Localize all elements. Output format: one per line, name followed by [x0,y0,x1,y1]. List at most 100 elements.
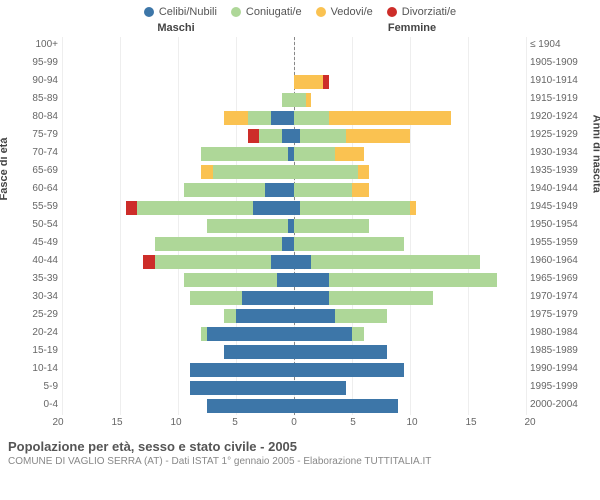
female-bar [294,165,526,179]
bar-segment [294,363,404,377]
male-bar [62,93,294,107]
female-bar [294,111,526,125]
gridline [526,37,527,415]
bar-segment [294,93,306,107]
chart-title: Popolazione per età, sesso e stato civil… [8,439,592,454]
male-bar [62,309,294,323]
birth-year-label: 1915-1919 [530,90,578,108]
bar-segment [346,129,410,143]
y-axis-right: ≤ 19041905-19091910-19141915-19191920-19… [526,36,592,415]
age-row [62,163,526,181]
legend-item-celibi: Celibi/Nubili [144,6,217,18]
age-label: 55-59 [32,198,58,216]
male-bar [62,363,294,377]
age-label: 0-4 [44,396,58,414]
x-tick-label: 20 [52,417,63,428]
age-label: 10-14 [32,360,58,378]
bar-segment [277,273,294,287]
age-label: 30-34 [32,288,58,306]
age-label: 60-64 [32,180,58,198]
female-bar [294,399,526,413]
legend-dot [144,7,154,17]
age-row [62,91,526,109]
bar-segment [300,129,346,143]
birth-year-label: 1935-1939 [530,162,578,180]
bar-segment [207,327,294,341]
bar-segment [294,147,335,161]
bar-segment [143,255,155,269]
age-label: 85-89 [32,90,58,108]
bar-segment [224,345,294,359]
age-row [62,181,526,199]
bar-segment [259,129,282,143]
age-label: 90-94 [32,72,58,90]
birth-year-label: 1975-1979 [530,306,578,324]
x-tick-label: 5 [232,417,238,428]
bar-segment [190,363,294,377]
legend-item-vedovi: Vedovi/e [316,6,373,18]
female-bar [294,39,526,53]
age-row [62,325,526,343]
female-bar [294,381,526,395]
age-label: 50-54 [32,216,58,234]
age-row [62,109,526,127]
age-label: 70-74 [32,144,58,162]
bar-segment [265,183,294,197]
age-label: 15-19 [32,342,58,360]
bar-segment [329,291,433,305]
male-bar [62,183,294,197]
male-bar [62,399,294,413]
bar-segment [306,93,312,107]
age-row [62,289,526,307]
x-tick-label: 5 [350,417,356,428]
bar-segment [311,255,479,269]
age-label: 80-84 [32,108,58,126]
bar-segment [282,129,294,143]
x-tick-label: 10 [170,417,181,428]
bar-segment [213,165,294,179]
age-row [62,127,526,145]
bar-segment [253,201,294,215]
age-label: 75-79 [32,126,58,144]
male-bar [62,147,294,161]
birth-year-label: 1905-1909 [530,54,578,72]
pyramid-chart: Fasce di età Anni di nascita 100+95-9990… [8,36,592,415]
bar-segment [294,345,387,359]
bar-segment [294,75,323,89]
legend-label: Divorziati/e [402,6,456,18]
age-row [62,217,526,235]
age-row [62,73,526,91]
bar-segment [294,255,311,269]
birth-year-label: 1930-1934 [530,144,578,162]
age-row [62,55,526,73]
bar-segment [184,183,265,197]
bar-segment [201,165,213,179]
bar-segment [352,327,364,341]
bar-segment [207,219,288,233]
birth-year-label: ≤ 1904 [530,36,561,54]
bar-segment [248,111,271,125]
age-row [62,145,526,163]
female-bar [294,147,526,161]
birth-year-label: 1940-1944 [530,180,578,198]
bar-segment [294,111,329,125]
male-bar [62,273,294,287]
legend-label: Celibi/Nubili [159,6,217,18]
bar-segment [329,273,497,287]
male-bar [62,129,294,143]
bar-segment [335,147,364,161]
female-bar [294,255,526,269]
female-bar [294,327,526,341]
bar-segment [294,237,404,251]
legend-dot [316,7,326,17]
age-label: 20-24 [32,324,58,342]
bar-segment [294,273,329,287]
age-row [62,271,526,289]
birth-year-label: 1965-1969 [530,270,578,288]
bar-segment [282,93,294,107]
bar-segment [190,381,294,395]
birth-year-label: 1920-1924 [530,108,578,126]
female-bar [294,57,526,71]
x-tick-label: 15 [111,417,122,428]
x-tick-label: 0 [291,417,297,428]
